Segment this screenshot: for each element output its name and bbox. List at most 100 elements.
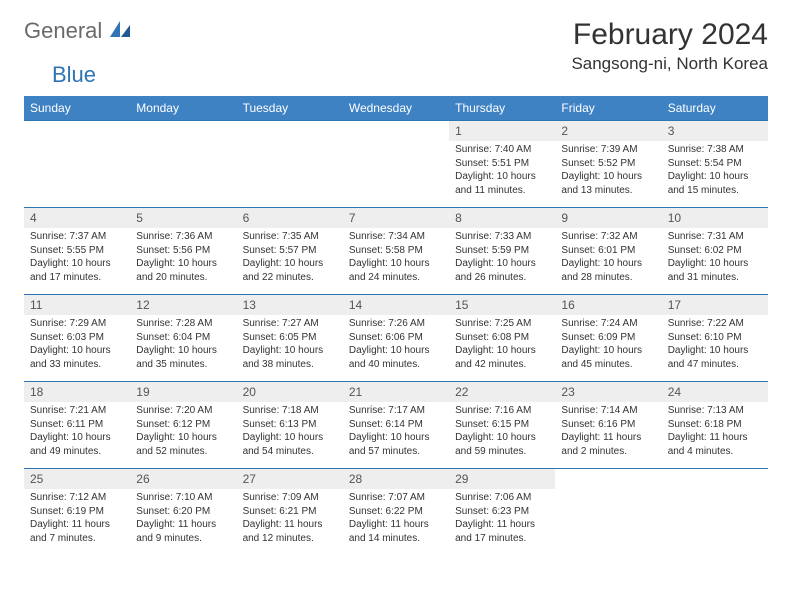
day-number: 25 (24, 469, 130, 489)
day-number: 18 (24, 382, 130, 402)
day-details: Sunrise: 7:20 AMSunset: 6:12 PMDaylight:… (130, 402, 236, 462)
calendar-page: General February 2024 Sangsong-ni, North… (0, 0, 792, 573)
calendar-cell: 24Sunrise: 7:13 AMSunset: 6:18 PMDayligh… (662, 382, 768, 469)
sail-icon (108, 19, 132, 44)
day-number: 2 (555, 121, 661, 141)
calendar-cell: 27Sunrise: 7:09 AMSunset: 6:21 PMDayligh… (237, 469, 343, 556)
day-number: 21 (343, 382, 449, 402)
day-number: 28 (343, 469, 449, 489)
day-number: 6 (237, 208, 343, 228)
calendar-head: SundayMondayTuesdayWednesdayThursdayFrid… (24, 96, 768, 121)
day-number: 22 (449, 382, 555, 402)
day-details: Sunrise: 7:06 AMSunset: 6:23 PMDaylight:… (449, 489, 555, 549)
day-number: 20 (237, 382, 343, 402)
weekday-header: Tuesday (237, 96, 343, 121)
day-number: 9 (555, 208, 661, 228)
weekday-header: Sunday (24, 96, 130, 121)
day-details: Sunrise: 7:33 AMSunset: 5:59 PMDaylight:… (449, 228, 555, 288)
day-details: Sunrise: 7:17 AMSunset: 6:14 PMDaylight:… (343, 402, 449, 462)
calendar-cell: 13Sunrise: 7:27 AMSunset: 6:05 PMDayligh… (237, 295, 343, 382)
day-details: Sunrise: 7:14 AMSunset: 6:16 PMDaylight:… (555, 402, 661, 462)
calendar-cell (130, 121, 236, 208)
day-details: Sunrise: 7:25 AMSunset: 6:08 PMDaylight:… (449, 315, 555, 375)
brand-part2: Blue (52, 62, 96, 88)
calendar-cell (24, 121, 130, 208)
day-number: 7 (343, 208, 449, 228)
calendar-week: 18Sunrise: 7:21 AMSunset: 6:11 PMDayligh… (24, 382, 768, 469)
day-details: Sunrise: 7:38 AMSunset: 5:54 PMDaylight:… (662, 141, 768, 201)
day-details: Sunrise: 7:22 AMSunset: 6:10 PMDaylight:… (662, 315, 768, 375)
day-number: 23 (555, 382, 661, 402)
day-details: Sunrise: 7:09 AMSunset: 6:21 PMDaylight:… (237, 489, 343, 549)
calendar-cell: 18Sunrise: 7:21 AMSunset: 6:11 PMDayligh… (24, 382, 130, 469)
calendar-week: 11Sunrise: 7:29 AMSunset: 6:03 PMDayligh… (24, 295, 768, 382)
calendar-cell: 5Sunrise: 7:36 AMSunset: 5:56 PMDaylight… (130, 208, 236, 295)
day-details: Sunrise: 7:35 AMSunset: 5:57 PMDaylight:… (237, 228, 343, 288)
day-details: Sunrise: 7:07 AMSunset: 6:22 PMDaylight:… (343, 489, 449, 549)
calendar-cell: 8Sunrise: 7:33 AMSunset: 5:59 PMDaylight… (449, 208, 555, 295)
brand-part1: General (24, 18, 102, 44)
calendar-cell: 22Sunrise: 7:16 AMSunset: 6:15 PMDayligh… (449, 382, 555, 469)
calendar-cell: 20Sunrise: 7:18 AMSunset: 6:13 PMDayligh… (237, 382, 343, 469)
day-details: Sunrise: 7:39 AMSunset: 5:52 PMDaylight:… (555, 141, 661, 201)
calendar-cell: 1Sunrise: 7:40 AMSunset: 5:51 PMDaylight… (449, 121, 555, 208)
day-details: Sunrise: 7:31 AMSunset: 6:02 PMDaylight:… (662, 228, 768, 288)
day-number: 11 (24, 295, 130, 315)
weekday-header: Saturday (662, 96, 768, 121)
day-number: 1 (449, 121, 555, 141)
calendar-cell: 3Sunrise: 7:38 AMSunset: 5:54 PMDaylight… (662, 121, 768, 208)
calendar-table: SundayMondayTuesdayWednesdayThursdayFrid… (24, 96, 768, 555)
day-details: Sunrise: 7:27 AMSunset: 6:05 PMDaylight:… (237, 315, 343, 375)
calendar-cell: 29Sunrise: 7:06 AMSunset: 6:23 PMDayligh… (449, 469, 555, 556)
day-details: Sunrise: 7:13 AMSunset: 6:18 PMDaylight:… (662, 402, 768, 462)
calendar-week: 25Sunrise: 7:12 AMSunset: 6:19 PMDayligh… (24, 469, 768, 556)
calendar-cell: 14Sunrise: 7:26 AMSunset: 6:06 PMDayligh… (343, 295, 449, 382)
weekday-header: Thursday (449, 96, 555, 121)
calendar-week: 4Sunrise: 7:37 AMSunset: 5:55 PMDaylight… (24, 208, 768, 295)
day-number: 29 (449, 469, 555, 489)
weekday-header: Friday (555, 96, 661, 121)
day-details: Sunrise: 7:34 AMSunset: 5:58 PMDaylight:… (343, 228, 449, 288)
day-number: 3 (662, 121, 768, 141)
day-details: Sunrise: 7:18 AMSunset: 6:13 PMDaylight:… (237, 402, 343, 462)
day-details: Sunrise: 7:26 AMSunset: 6:06 PMDaylight:… (343, 315, 449, 375)
day-details: Sunrise: 7:40 AMSunset: 5:51 PMDaylight:… (449, 141, 555, 201)
day-details: Sunrise: 7:16 AMSunset: 6:15 PMDaylight:… (449, 402, 555, 462)
calendar-cell (555, 469, 661, 556)
day-details: Sunrise: 7:32 AMSunset: 6:01 PMDaylight:… (555, 228, 661, 288)
day-number: 12 (130, 295, 236, 315)
day-details: Sunrise: 7:24 AMSunset: 6:09 PMDaylight:… (555, 315, 661, 375)
calendar-cell (237, 121, 343, 208)
day-number: 5 (130, 208, 236, 228)
calendar-cell: 28Sunrise: 7:07 AMSunset: 6:22 PMDayligh… (343, 469, 449, 556)
day-details: Sunrise: 7:28 AMSunset: 6:04 PMDaylight:… (130, 315, 236, 375)
day-number: 8 (449, 208, 555, 228)
day-details: Sunrise: 7:36 AMSunset: 5:56 PMDaylight:… (130, 228, 236, 288)
calendar-cell: 16Sunrise: 7:24 AMSunset: 6:09 PMDayligh… (555, 295, 661, 382)
brand-logo: General (24, 18, 134, 44)
day-number: 4 (24, 208, 130, 228)
calendar-body: 1Sunrise: 7:40 AMSunset: 5:51 PMDaylight… (24, 121, 768, 556)
day-number: 15 (449, 295, 555, 315)
calendar-cell: 12Sunrise: 7:28 AMSunset: 6:04 PMDayligh… (130, 295, 236, 382)
calendar-cell: 23Sunrise: 7:14 AMSunset: 6:16 PMDayligh… (555, 382, 661, 469)
calendar-cell: 7Sunrise: 7:34 AMSunset: 5:58 PMDaylight… (343, 208, 449, 295)
calendar-cell: 4Sunrise: 7:37 AMSunset: 5:55 PMDaylight… (24, 208, 130, 295)
calendar-cell: 9Sunrise: 7:32 AMSunset: 6:01 PMDaylight… (555, 208, 661, 295)
calendar-cell: 17Sunrise: 7:22 AMSunset: 6:10 PMDayligh… (662, 295, 768, 382)
calendar-cell: 11Sunrise: 7:29 AMSunset: 6:03 PMDayligh… (24, 295, 130, 382)
day-details: Sunrise: 7:37 AMSunset: 5:55 PMDaylight:… (24, 228, 130, 288)
calendar-cell: 26Sunrise: 7:10 AMSunset: 6:20 PMDayligh… (130, 469, 236, 556)
calendar-cell: 10Sunrise: 7:31 AMSunset: 6:02 PMDayligh… (662, 208, 768, 295)
day-details: Sunrise: 7:21 AMSunset: 6:11 PMDaylight:… (24, 402, 130, 462)
day-number: 26 (130, 469, 236, 489)
calendar-cell: 15Sunrise: 7:25 AMSunset: 6:08 PMDayligh… (449, 295, 555, 382)
day-number: 10 (662, 208, 768, 228)
day-number: 16 (555, 295, 661, 315)
day-details: Sunrise: 7:29 AMSunset: 6:03 PMDaylight:… (24, 315, 130, 375)
calendar-cell: 6Sunrise: 7:35 AMSunset: 5:57 PMDaylight… (237, 208, 343, 295)
calendar-cell: 25Sunrise: 7:12 AMSunset: 6:19 PMDayligh… (24, 469, 130, 556)
title-block: February 2024 Sangsong-ni, North Korea (571, 18, 768, 74)
day-number: 13 (237, 295, 343, 315)
month-title: February 2024 (571, 18, 768, 52)
